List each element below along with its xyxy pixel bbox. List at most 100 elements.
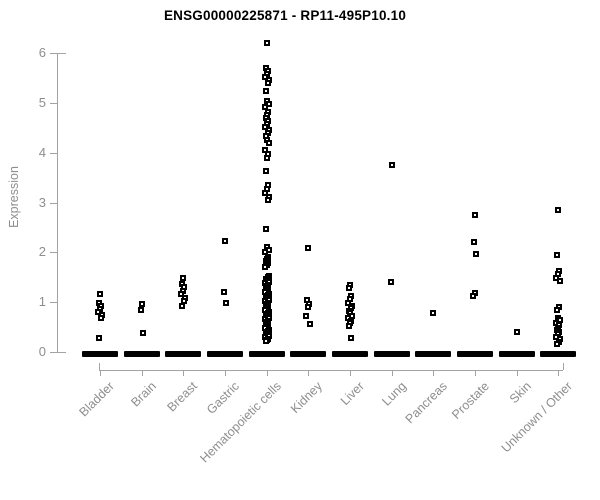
x-tick-mark [516, 370, 518, 376]
x-tick-mark [475, 370, 477, 376]
data-point [348, 335, 355, 342]
data-point [346, 285, 353, 292]
x-tick-mark [183, 370, 185, 376]
y-axis-bottom-cap [57, 352, 66, 353]
x-tick-label: Breast [164, 379, 201, 415]
data-point [262, 225, 269, 232]
x-tick-mark [308, 370, 310, 376]
chart-title: ENSG00000225871 - RP11-495P10.10 [163, 8, 407, 23]
data-point [179, 303, 186, 310]
zero-expression-cluster [498, 351, 535, 357]
zero-expression-cluster [165, 351, 202, 357]
zero-expression-cluster [207, 351, 243, 357]
y-tick-label: 4 [38, 144, 46, 160]
x-tick-mark [141, 370, 143, 376]
data-point [264, 197, 271, 204]
x-tick-mark [558, 370, 560, 376]
zero-expression-cluster [415, 351, 452, 357]
zero-expression-cluster [248, 351, 285, 357]
data-point [472, 211, 479, 218]
data-point [557, 278, 564, 285]
y-tick-mark [50, 202, 57, 204]
x-tick-label: Gastric [204, 379, 242, 417]
y-tick-mark [50, 352, 57, 353]
x-tick-mark [266, 370, 268, 376]
data-point [96, 334, 102, 341]
zero-expression-cluster [457, 351, 494, 357]
data-point [555, 207, 562, 214]
y-tick-mark [50, 302, 57, 304]
data-point [265, 139, 272, 146]
x-tick-label: Prostate [449, 379, 492, 422]
zero-expression-cluster [290, 351, 327, 357]
data-point [346, 322, 353, 329]
data-point [222, 238, 228, 245]
x-tick-mark [433, 370, 435, 376]
data-point [387, 279, 394, 286]
y-tick-label: 2 [38, 244, 46, 260]
x-tick-mark [391, 370, 393, 376]
y-tick-mark [50, 252, 57, 254]
x-tick-label: Bladder [76, 379, 117, 420]
data-point [97, 291, 103, 298]
data-point [262, 338, 269, 345]
data-point [305, 303, 312, 310]
data-point [263, 39, 270, 46]
data-point [473, 250, 480, 257]
data-point [388, 161, 395, 168]
data-point [307, 320, 314, 327]
x-axis-right-cap [563, 363, 564, 370]
data-point [471, 238, 478, 245]
y-tick-label: 0 [38, 344, 46, 359]
zero-expression-cluster [82, 351, 118, 357]
data-point [262, 87, 269, 94]
y-tick-label: 6 [38, 45, 46, 61]
y-tick-mark [50, 152, 57, 154]
x-tick-label: Skin [506, 379, 534, 407]
data-point [263, 155, 270, 162]
x-tick-label: Liver [337, 379, 367, 409]
data-point [554, 252, 561, 259]
data-point [554, 306, 561, 313]
data-point [261, 189, 268, 196]
zero-expression-cluster [540, 351, 577, 357]
x-tick-label: Kidney [288, 379, 326, 416]
y-tick-label: 3 [38, 194, 46, 210]
data-point [305, 245, 312, 252]
y-axis-line [57, 53, 58, 353]
y-tick-mark [50, 102, 57, 104]
zero-expression-cluster [123, 351, 160, 357]
data-point [139, 329, 146, 336]
x-tick-mark [100, 370, 101, 376]
data-point [264, 79, 271, 86]
data-point [98, 314, 104, 321]
x-tick-label: Unknown / Other [499, 379, 576, 456]
x-axis-line [99, 370, 563, 371]
x-tick-label: Hematopoietic cells [197, 379, 284, 466]
zero-expression-cluster [373, 351, 410, 357]
data-point [430, 310, 437, 317]
data-point [138, 301, 145, 308]
data-point [262, 168, 269, 175]
data-point [553, 274, 560, 281]
x-tick-mark [350, 370, 352, 376]
x-tick-label: Lung [379, 379, 409, 409]
data-point [554, 341, 561, 348]
data-point [178, 291, 185, 298]
y-tick-label: 5 [38, 94, 46, 110]
zero-expression-cluster [332, 351, 369, 357]
data-point [223, 300, 229, 307]
x-axis-left-cap [99, 363, 100, 370]
data-point [137, 307, 144, 314]
data-point [180, 274, 187, 281]
data-point [470, 293, 477, 300]
data-point [303, 313, 310, 320]
data-point [261, 263, 268, 270]
y-axis-top-cap [57, 53, 66, 54]
x-tick-mark [225, 370, 226, 376]
y-tick-mark [50, 53, 57, 55]
data-point [221, 289, 227, 296]
x-tick-label: Brain [128, 379, 159, 410]
x-tick-label: Pancreas [403, 379, 451, 427]
